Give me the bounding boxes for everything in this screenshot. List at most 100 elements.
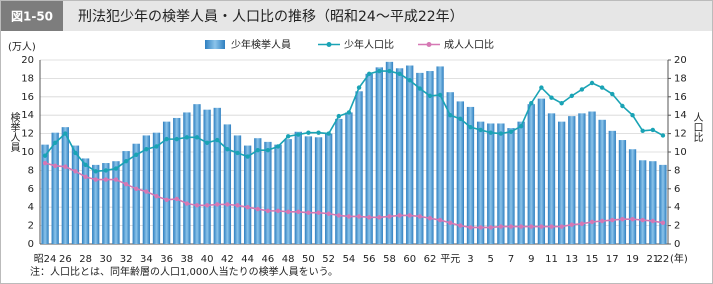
line-point xyxy=(417,86,423,91)
line-point xyxy=(174,196,179,202)
bar xyxy=(557,121,566,244)
line-point xyxy=(245,154,250,159)
line-point xyxy=(73,169,78,174)
legend-swatch xyxy=(205,40,225,49)
line-point xyxy=(73,150,78,156)
line-point xyxy=(42,153,48,158)
line-point xyxy=(336,113,342,119)
line-point xyxy=(397,71,402,77)
bar xyxy=(618,140,627,244)
line-point xyxy=(63,131,68,136)
line-point xyxy=(215,202,220,207)
line-point xyxy=(488,225,493,230)
line-point xyxy=(144,147,149,152)
bar xyxy=(254,138,262,244)
line-point xyxy=(660,220,666,226)
line-point xyxy=(589,219,595,225)
bar xyxy=(173,117,181,244)
line-point xyxy=(346,110,352,115)
bar xyxy=(476,121,485,244)
x-tick-label: 60 xyxy=(403,254,416,265)
bar xyxy=(325,133,333,244)
line-point xyxy=(498,224,504,229)
note: 注：人口比とは、同年齢層の人口1,000人当たりの検挙人員をいう。 xyxy=(30,265,338,278)
line-point xyxy=(93,177,98,182)
y-tick-label: 10 xyxy=(21,147,34,158)
bar xyxy=(274,144,282,244)
line-point xyxy=(620,103,625,109)
bar xyxy=(426,71,434,244)
line-point xyxy=(559,101,564,106)
line-point xyxy=(83,162,88,168)
line-point xyxy=(306,130,311,135)
bar xyxy=(446,92,454,244)
bar xyxy=(507,128,515,244)
x-tick-label: 50 xyxy=(302,254,315,265)
bar xyxy=(335,118,343,244)
line-point xyxy=(387,214,392,219)
figure-label-box xyxy=(1,1,63,31)
line-point xyxy=(610,91,615,97)
line-point xyxy=(336,213,342,218)
line-point xyxy=(377,68,382,74)
line-point xyxy=(599,218,605,224)
line-point xyxy=(235,203,240,208)
line-point xyxy=(539,224,544,229)
line-point xyxy=(215,137,220,143)
line-point xyxy=(93,169,98,174)
line-point xyxy=(478,127,483,133)
bar xyxy=(193,104,201,244)
chart-title: 刑法犯少年の検挙人員・人口比の推移（昭和24～平成22年） xyxy=(78,9,464,25)
bar xyxy=(416,72,424,244)
x-tick-label: 56 xyxy=(363,254,376,265)
y-tick-label: 0 xyxy=(28,239,34,250)
line-point xyxy=(63,164,68,169)
bar xyxy=(51,132,59,244)
line-point xyxy=(407,78,412,83)
line-point xyxy=(194,203,200,208)
header-band xyxy=(1,1,712,31)
y2-tick-label: 6 xyxy=(674,184,680,195)
line-point xyxy=(346,214,352,219)
x-tick-label: 44 xyxy=(241,254,254,265)
line-point xyxy=(640,217,645,223)
y-tick-label: 14 xyxy=(21,110,34,121)
x-tick-label: 54 xyxy=(343,254,356,265)
y2-axis-label: 人口比 xyxy=(691,112,703,142)
line-point xyxy=(579,221,585,226)
line-point xyxy=(397,213,402,218)
line-point xyxy=(650,127,656,133)
y2-tick-label: 12 xyxy=(674,129,687,140)
line-point xyxy=(518,224,524,229)
y2-tick-label: 16 xyxy=(674,92,687,103)
line-point xyxy=(640,128,645,134)
bar xyxy=(203,109,211,245)
bar xyxy=(608,130,616,244)
line-point xyxy=(83,174,88,180)
y2-tick-label: 2 xyxy=(674,221,680,232)
bar xyxy=(365,73,373,244)
line-point xyxy=(255,206,260,212)
line-point xyxy=(235,150,240,156)
bar xyxy=(598,119,606,244)
line-point xyxy=(184,135,190,140)
bar xyxy=(132,143,140,244)
line-point xyxy=(184,201,190,206)
line-point xyxy=(356,85,362,90)
bar xyxy=(355,91,363,244)
x-tick-label: 42 xyxy=(221,254,234,265)
bar xyxy=(223,124,232,244)
bar xyxy=(304,136,313,244)
bar xyxy=(456,101,465,245)
line-point xyxy=(366,215,372,220)
x-tick-label: 11 xyxy=(545,254,558,265)
legend-swatch xyxy=(326,42,332,47)
line-point xyxy=(508,224,514,229)
bar xyxy=(162,121,171,244)
bar xyxy=(578,113,586,244)
bar xyxy=(102,163,110,244)
legend-label: 成人人口比 xyxy=(444,39,494,51)
line-point xyxy=(194,135,200,140)
figure-label: 図1-50 xyxy=(11,10,53,24)
line-point xyxy=(245,205,250,210)
